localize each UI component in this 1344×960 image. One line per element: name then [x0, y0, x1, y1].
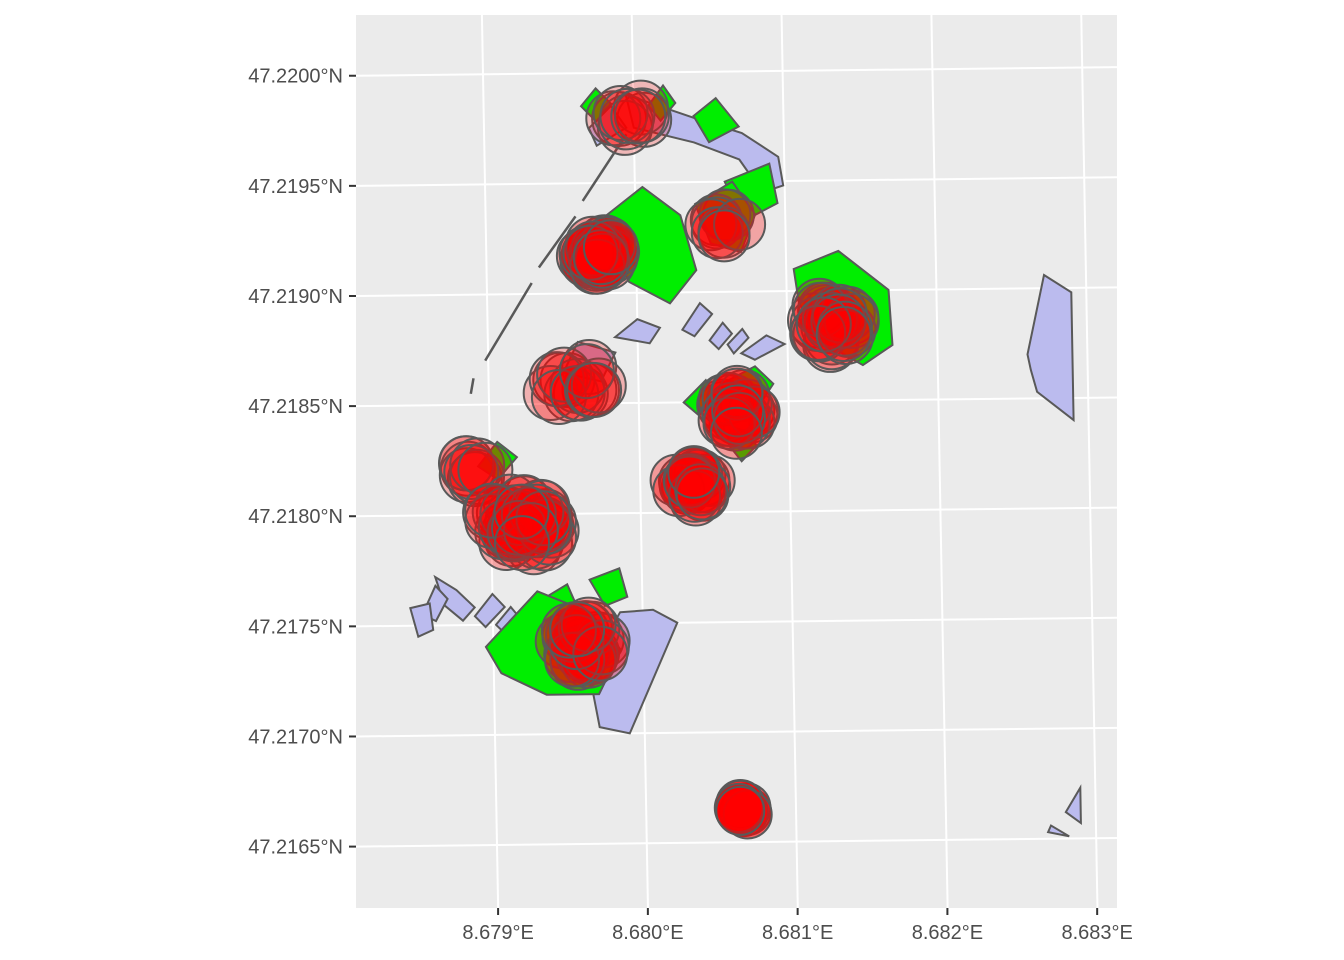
green-area-polygon [588, 566, 629, 608]
meridian-line [930, 15, 949, 908]
y-tick-label: 47.2175°N [248, 616, 343, 638]
x-tick-label: 8.683°E [1061, 922, 1132, 944]
point-buffer-circle [697, 209, 751, 263]
point-buffer-circle [494, 515, 550, 572]
y-tick-label: 47.2195°N [248, 176, 343, 198]
point-buffer-circle [715, 785, 766, 836]
building-polygon [1046, 824, 1070, 838]
point-buffer-circle [711, 384, 765, 438]
green-area-polygon [692, 96, 741, 144]
point-buffer-circle [667, 445, 721, 499]
point-buffer-circle [709, 406, 763, 460]
point-buffer-circle [493, 483, 550, 540]
parallel-line [356, 726, 1117, 738]
x-tick-label: 8.680°E [612, 922, 683, 944]
point-buffer-circle [544, 631, 600, 688]
boundary-line [484, 282, 533, 362]
building-polygon [708, 321, 734, 351]
building-polygon [680, 301, 714, 338]
parallel-line [356, 836, 1117, 848]
y-tick-label: 47.2185°N [248, 396, 343, 418]
point-buffer-circle [815, 306, 872, 362]
building-polygon [739, 334, 787, 361]
parallel-line [356, 506, 1117, 518]
building-polygon [1064, 784, 1082, 825]
parallel-line [356, 616, 1117, 628]
point-buffer-circle [572, 625, 629, 682]
building-polygon [409, 602, 435, 639]
y-tick-label: 47.2200°N [248, 66, 343, 88]
point-buffer-layer [438, 79, 880, 840]
y-tick-label: 47.2165°N [248, 837, 343, 859]
building-polygon [1026, 273, 1075, 423]
y-tick-label: 47.2190°N [248, 286, 343, 308]
parallel-line [356, 286, 1117, 297]
point-buffer-circle [610, 88, 667, 145]
point-buffer-circle [582, 219, 639, 276]
point-buffer-circle [549, 601, 606, 658]
point-buffer-circle [562, 224, 619, 281]
point-buffer-circle [675, 467, 729, 521]
y-tick-label: 47.2170°N [248, 726, 343, 748]
point-buffer-circle [572, 229, 629, 286]
point-buffer-circle [713, 197, 767, 251]
boundary-line [537, 215, 577, 269]
y-tick-label: 47.2180°N [248, 506, 343, 528]
point-buffer-circle [486, 504, 543, 561]
building-polygon [612, 318, 662, 345]
building-polygon [473, 592, 507, 629]
point-buffer-circle [464, 482, 521, 539]
point-buffer-circle [566, 362, 623, 418]
meridian-line [1080, 15, 1099, 908]
x-tick-label: 8.681°E [762, 922, 833, 944]
meridian-line [780, 15, 799, 908]
boundary-line [469, 378, 475, 395]
y-axis: 47.2165°N 47.2170°N 47.2175°N 47.2180°N 47.2… [248, 66, 356, 859]
building-polygon [726, 327, 750, 355]
parallel-line [356, 66, 1117, 77]
x-axis: 8.679°E 8.680°E 8.681°E 8.682°E 8.683°E [462, 908, 1133, 944]
x-tick-label: 8.682°E [912, 922, 983, 944]
x-tick-label: 8.679°E [462, 922, 533, 944]
